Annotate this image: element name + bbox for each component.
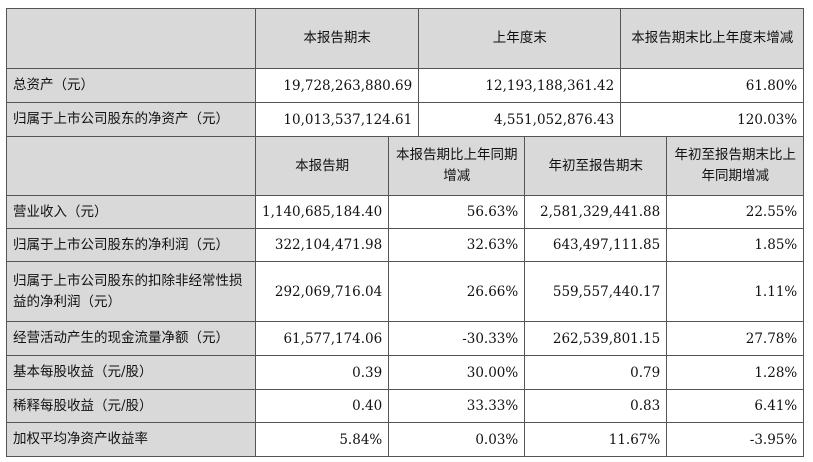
- cell-ytd: 0.83: [524, 389, 668, 423]
- cell-ytd: 11.67%: [524, 422, 668, 457]
- cell-period-change: -30.33%: [388, 321, 526, 356]
- cell-period-change: 30.00%: [388, 355, 526, 390]
- cell-period-change: 56.63%: [388, 195, 526, 229]
- table-row: 营业收入（元） 1,140,685,184.40 56.63% 2,581,32…: [6, 195, 805, 229]
- top-header-row: 本报告期末 上年度末 本报告期末比上年度末增减: [6, 8, 805, 69]
- cell-change: 120.03%: [620, 102, 805, 137]
- cell-ytd-change: -3.95%: [666, 422, 805, 457]
- table-row: 归属于上市公司股东的净资产（元） 10,013,537,124.61 4,551…: [6, 102, 805, 137]
- cell-ytd: 0.79: [524, 355, 668, 390]
- row-label: 经营活动产生的现金流量净额（元）: [6, 321, 256, 356]
- table-row: 加权平均净资产收益率 5.84% 0.03% 11.67% -3.95%: [6, 422, 805, 457]
- table-row: 归属于上市公司股东的扣除非经常性损益的净利润（元） 292,069,716.04…: [6, 261, 805, 322]
- cell-period: 322,104,471.98: [254, 228, 390, 262]
- cell-ytd-change: 6.41%: [666, 389, 805, 423]
- financial-data-table: 本报告期末 上年度末 本报告期末比上年度末增减 总资产（元） 19,728,26…: [6, 8, 805, 457]
- row-label: 加权平均净资产收益率: [6, 422, 256, 457]
- header-current-period-end: 本报告期末: [254, 8, 420, 69]
- row-label: 基本每股收益（元/股）: [6, 355, 256, 390]
- cell-ytd: 262,539,801.15: [524, 321, 668, 356]
- bottom-header-row: 本报告期 本报告期比上年同期增减 年初至报告期末 年初至报告期末比上年同期增减: [6, 136, 805, 196]
- cell-period: 5.84%: [254, 422, 390, 457]
- cell-period: 0.40: [254, 389, 390, 423]
- header-blank-cell: [6, 8, 256, 69]
- row-label: 归属于上市公司股东的净利润（元）: [6, 228, 256, 262]
- row-label: 归属于上市公司股东的扣除非经常性损益的净利润（元）: [6, 261, 256, 322]
- cell-ytd-change: 22.55%: [666, 195, 805, 229]
- table-row: 经营活动产生的现金流量净额（元） 61,577,174.06 -30.33% 2…: [6, 321, 805, 356]
- header-ytd-yoy-change: 年初至报告期末比上年同期增减: [666, 136, 805, 196]
- cell-ytd-change: 27.78%: [666, 321, 805, 356]
- header-blank-cell: [6, 136, 256, 196]
- cell-ytd-change: 1.85%: [666, 228, 805, 262]
- cell-period: 1,140,685,184.40: [254, 195, 390, 229]
- row-label: 归属于上市公司股东的净资产（元）: [6, 102, 256, 137]
- cell-prior: 12,193,188,361.42: [418, 68, 622, 103]
- cell-ytd: 2,581,329,441.88: [524, 195, 668, 229]
- header-current-period: 本报告期: [254, 136, 390, 196]
- header-prior-year-end: 上年度末: [418, 8, 622, 69]
- cell-change: 61.80%: [620, 68, 805, 103]
- cell-period-change: 33.33%: [388, 389, 526, 423]
- cell-period: 292,069,716.04: [254, 261, 390, 322]
- cell-ytd-change: 1.11%: [666, 261, 805, 322]
- row-label: 总资产（元）: [6, 68, 256, 103]
- header-period-yoy-change: 本报告期比上年同期增减: [388, 136, 526, 196]
- header-period-end-change: 本报告期末比上年度末增减: [620, 8, 805, 69]
- cell-current: 19,728,263,880.69: [254, 68, 420, 103]
- cell-ytd: 559,557,440.17: [524, 261, 668, 322]
- table-row: 总资产（元） 19,728,263,880.69 12,193,188,361.…: [6, 68, 805, 103]
- table-row: 基本每股收益（元/股） 0.39 30.00% 0.79 1.28%: [6, 355, 805, 390]
- row-label: 营业收入（元）: [6, 195, 256, 229]
- cell-current: 10,013,537,124.61: [254, 102, 420, 137]
- cell-ytd: 643,497,111.85: [524, 228, 668, 262]
- cell-prior: 4,551,052,876.43: [418, 102, 622, 137]
- table-row: 归属于上市公司股东的净利润（元） 322,104,471.98 32.63% 6…: [6, 228, 805, 262]
- cell-period-change: 0.03%: [388, 422, 526, 457]
- cell-ytd-change: 1.28%: [666, 355, 805, 390]
- cell-period-change: 32.63%: [388, 228, 526, 262]
- header-year-to-date: 年初至报告期末: [524, 136, 668, 196]
- row-label: 稀释每股收益（元/股）: [6, 389, 256, 423]
- cell-period: 0.39: [254, 355, 390, 390]
- table-row: 稀释每股收益（元/股） 0.40 33.33% 0.83 6.41%: [6, 389, 805, 423]
- cell-period-change: 26.66%: [388, 261, 526, 322]
- cell-period: 61,577,174.06: [254, 321, 390, 356]
